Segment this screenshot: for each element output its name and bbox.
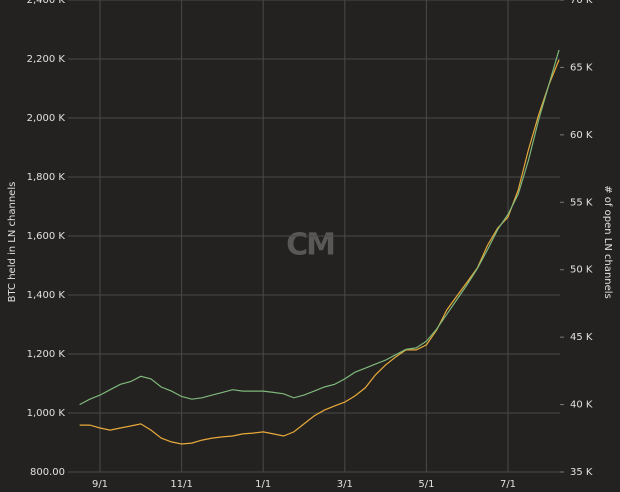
y-tick-label: 1,200 K xyxy=(27,349,66,360)
y-axis-title: BTC held in LN channels xyxy=(7,182,18,303)
y-tick-label: 2,000 K xyxy=(27,113,66,124)
y-tick-label: 1,800 K xyxy=(27,172,66,183)
y2-tick-label: 55 K xyxy=(570,197,593,208)
y2-tick-label: 40 K xyxy=(570,400,593,411)
y2-axis-title: # of open LN channels xyxy=(602,185,613,299)
x-tick-label: 7/1 xyxy=(500,479,516,490)
y-tick-label: 1,400 K xyxy=(27,290,66,301)
x-tick-label: 9/1 xyxy=(92,479,108,490)
y2-tick-label: 60 K xyxy=(570,130,593,141)
watermark: CM xyxy=(286,228,334,263)
y-tick-label: 1,000 K xyxy=(27,408,66,419)
x-tick-label: 3/1 xyxy=(337,479,353,490)
y2-tick-label: 50 K xyxy=(570,265,593,276)
x-tick-label: 1/1 xyxy=(255,479,271,490)
y2-tick-label: 70 K xyxy=(570,0,593,6)
y-tick-label: 800.00 xyxy=(30,467,65,478)
y-tick-label: 2,200 K xyxy=(27,54,66,65)
y-tick-label: 2,400 K xyxy=(27,0,66,6)
y2-tick-label: 65 K xyxy=(570,62,593,73)
grid xyxy=(68,0,560,473)
y2-tick-label: 35 K xyxy=(570,467,593,478)
series-line xyxy=(79,49,560,406)
y2-tick-label: 45 K xyxy=(570,332,593,343)
y-tick-label: 1,600 K xyxy=(27,231,66,242)
x-tick-label: 5/1 xyxy=(418,479,434,490)
x-tick-label: 11/1 xyxy=(170,479,192,490)
